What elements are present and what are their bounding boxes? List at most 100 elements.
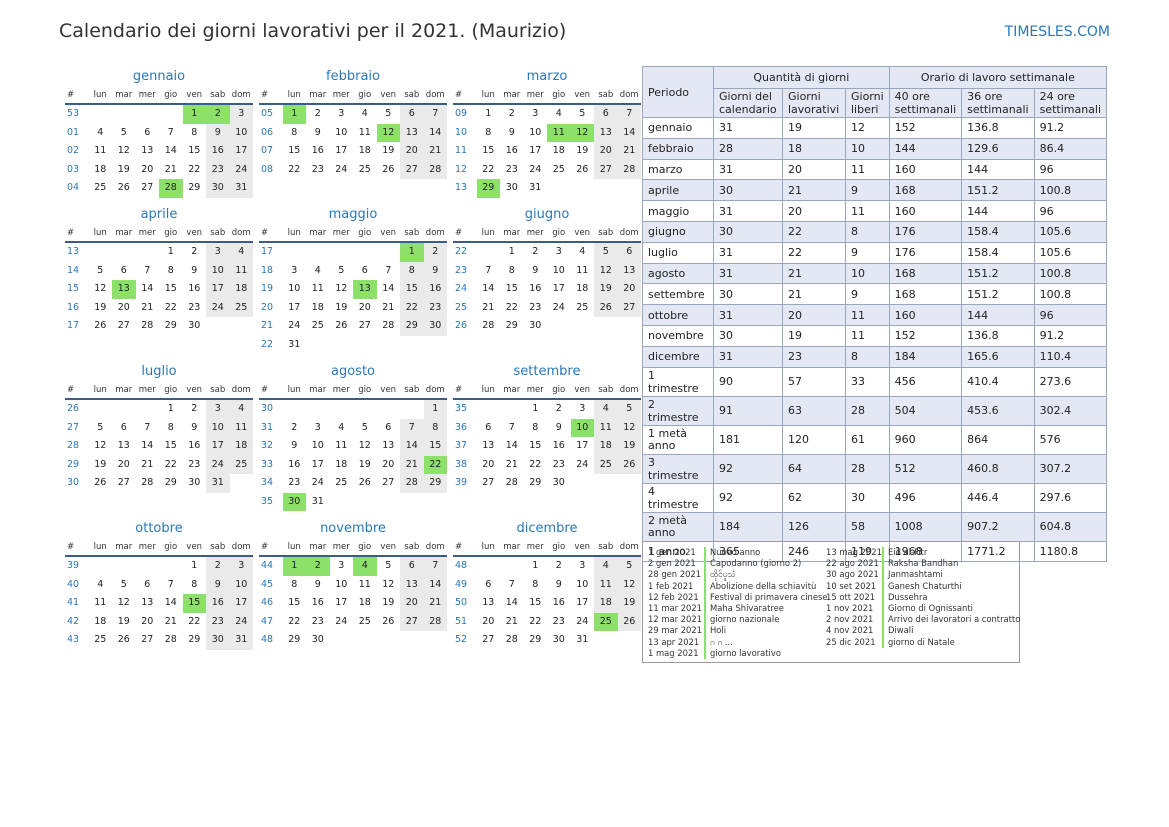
weekday-header-row: # lun mar mer gio ven sab dom — [453, 87, 641, 105]
legend-date: 12 mar 2021 — [648, 614, 703, 625]
legend-item: 13 mag 2021 Eid al-Fitr — [826, 547, 1020, 559]
day-cell: 18 — [552, 145, 565, 156]
legend-name: Raksha Bandhan — [888, 558, 959, 569]
day-cell: 27 — [358, 320, 371, 331]
day-cell: 17 — [229, 142, 253, 161]
day-cell: 15 — [288, 145, 301, 156]
day-cell: 24 — [206, 455, 230, 474]
holiday-marker — [882, 580, 884, 592]
holiday-marker — [882, 569, 884, 581]
weekday-header: mar — [309, 90, 327, 100]
day-cell: 1 — [282, 557, 306, 576]
month-name: febbraio — [326, 69, 380, 84]
holiday-marker — [704, 558, 706, 570]
summary-value: 176 — [888, 241, 963, 264]
holiday-marker — [704, 647, 706, 659]
day-cell: 16 — [552, 597, 565, 608]
legend-name: Abolizione della schiavitù — [710, 580, 817, 591]
day-cell: 14 — [617, 123, 641, 142]
day-cell — [353, 400, 377, 419]
day-cell: 29 — [505, 320, 518, 331]
day-cell: 8 — [291, 126, 298, 138]
day-cell: 15 — [423, 437, 447, 456]
day-cell: 14 — [141, 283, 154, 294]
summary-value: 8 — [845, 220, 890, 243]
summary-row: aprile 30 21 9 168 151.2 100.8 — [642, 179, 1108, 202]
summary-row: 2 metà anno 184 126 58 1008 907.2 604.8 — [642, 511, 1108, 542]
day-cell: 12 — [382, 578, 395, 590]
day-cell: 13 — [141, 597, 154, 608]
day-cell — [377, 493, 401, 512]
day-cell: 12 — [117, 597, 130, 608]
day-cell: 10 — [529, 126, 542, 138]
day-cell: 11 — [358, 578, 371, 590]
day-cell — [330, 336, 354, 355]
summary-value: 120 — [782, 424, 846, 455]
day-cell: 4 — [361, 108, 368, 119]
week-row: 09 1 2 3 4 5 6 7 — [453, 105, 641, 124]
day-cell: 30 — [206, 179, 230, 198]
weekday-header: ven — [186, 90, 203, 100]
summary-value: 11 — [845, 200, 890, 222]
summary-row: settembre 30 21 9 168 151.2 100.8 — [642, 283, 1108, 306]
day-cell: 12 — [570, 123, 594, 142]
day-cell: 28 — [164, 634, 177, 645]
day-cell: 22 — [482, 163, 495, 175]
week-row: 35 30 31 — [259, 492, 447, 512]
site-link[interactable]: TIMESLES.COM — [1004, 24, 1110, 40]
week-row: 30 26 27 28 29 30 31 — [65, 474, 253, 493]
day-cell: 31 — [576, 634, 589, 645]
summary-value: 144 — [961, 304, 1035, 326]
day-cell: 25 — [358, 163, 371, 175]
week-number: 02 — [67, 145, 80, 156]
week-number: 35 — [261, 495, 274, 507]
summary-value: 11 — [845, 324, 890, 347]
day-cell — [136, 400, 160, 419]
day-cell: 11 — [229, 418, 253, 437]
day-cell: 29 — [164, 477, 177, 488]
day-cell: 1 — [182, 105, 206, 124]
week-row: 31 2 3 4 5 6 7 8 — [259, 418, 447, 437]
weekday-header: dom — [231, 228, 251, 238]
day-cell: 21 — [423, 594, 447, 613]
summary-value: 20 — [782, 158, 846, 181]
day-cell: 25 — [594, 455, 618, 474]
day-cell: 26 — [617, 612, 641, 631]
weekday-header-row: # lun mar mer gio ven sab dom — [65, 539, 253, 557]
week-number: 45 — [261, 578, 274, 590]
day-cell: 10 — [552, 264, 565, 276]
summary-table: Periodo Quantità di giorni Orario di lav… — [642, 66, 1108, 563]
day-cell: 17 — [229, 594, 253, 613]
weekday-header-row: # lun mar mer gio ven sab dom — [453, 382, 641, 400]
week-number: 47 — [261, 615, 274, 627]
day-cell: 26 — [117, 634, 130, 645]
day-cell: 28 — [482, 320, 495, 331]
weekday-header: gio — [164, 228, 178, 238]
summary-value: 176 — [888, 220, 963, 243]
weekday-header: sab — [404, 228, 420, 238]
weekday-header: mer — [526, 228, 544, 238]
day-cell: 19 — [94, 301, 107, 313]
day-cell: 21 — [617, 142, 641, 161]
day-cell: 16 — [206, 142, 230, 161]
day-cell: 8 — [532, 421, 539, 433]
summary-value: 9 — [845, 283, 890, 306]
legend-date: 22 ago 2021 — [826, 558, 879, 569]
day-cell: 25 — [576, 301, 589, 313]
day-cell: 9 — [314, 578, 321, 590]
period-label: novembre — [642, 324, 714, 347]
summary-value: 11 — [845, 158, 890, 181]
summary-value: 19 — [782, 324, 846, 347]
day-cell: 4 — [229, 243, 253, 262]
day-cell: 13 — [141, 145, 154, 156]
day-cell: 30 — [529, 320, 542, 331]
day-cell: 5 — [579, 108, 586, 119]
summary-value: 30 — [845, 482, 890, 513]
weekday-header: dom — [231, 542, 251, 552]
day-cell: 15 — [529, 597, 542, 608]
legend-item: 1 mag 2021 giorno lavorativo — [648, 647, 828, 659]
day-cell: 22 — [400, 298, 424, 317]
period-label: febbraio — [642, 137, 714, 160]
day-cell: 29 — [529, 634, 542, 645]
day-cell: 11 — [594, 575, 618, 594]
